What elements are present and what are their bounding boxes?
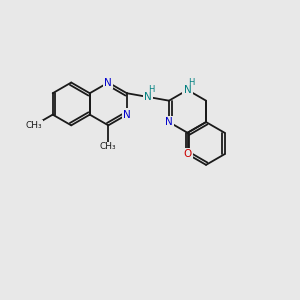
Text: N: N — [184, 85, 191, 95]
Text: CH₃: CH₃ — [100, 142, 117, 151]
Text: H: H — [148, 85, 155, 94]
Text: N: N — [104, 77, 112, 88]
Text: H: H — [188, 78, 194, 87]
Text: N: N — [165, 117, 173, 127]
Text: N: N — [144, 92, 152, 102]
Text: CH₃: CH₃ — [26, 121, 43, 130]
Text: H: H — [145, 92, 151, 101]
Text: O: O — [183, 149, 192, 159]
Text: N: N — [123, 110, 131, 120]
